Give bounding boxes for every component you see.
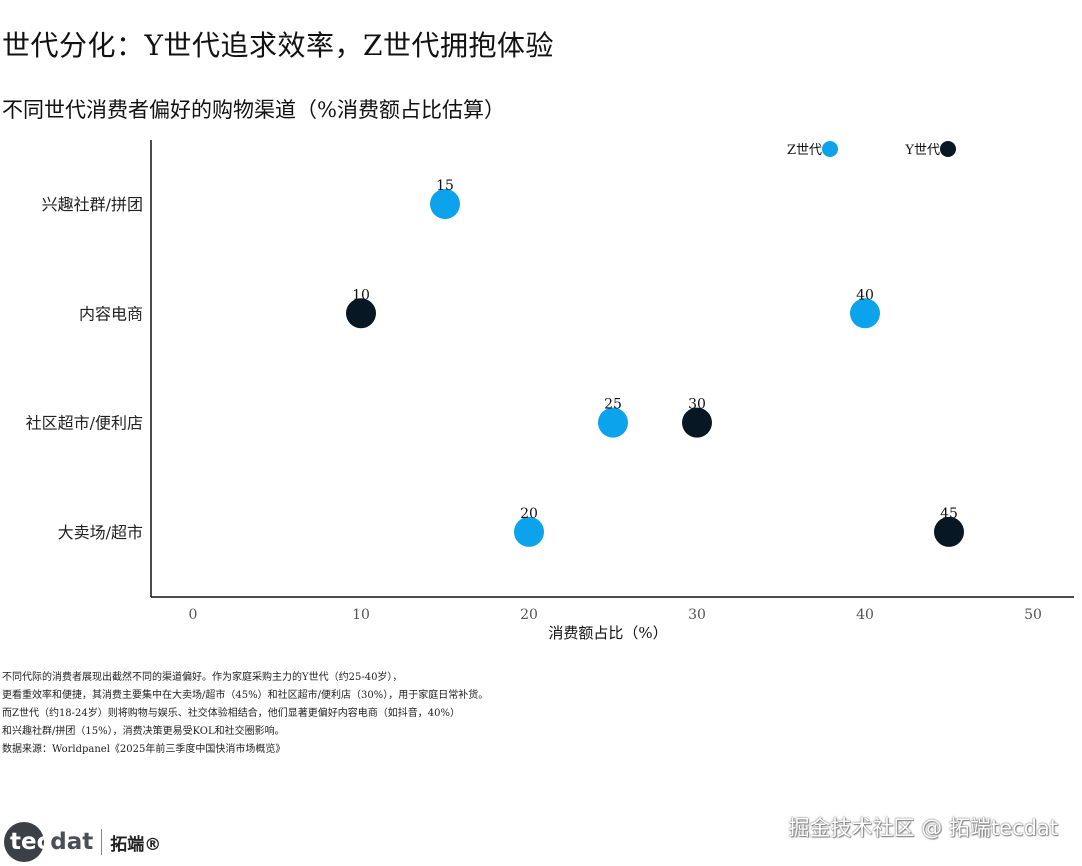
note-line: 和兴趣社群/拼团（15%），消费决策更易受KOL和社交圈影响。 bbox=[2, 726, 285, 737]
y-category-label: 社区超市/便利店 bbox=[26, 414, 143, 433]
logo-circle bbox=[4, 822, 44, 862]
y-category-label: 大卖场/超市 bbox=[58, 523, 143, 542]
data-point bbox=[514, 516, 544, 547]
data-label: 10 bbox=[352, 287, 370, 303]
data-source: 数据来源：Worldpanel《2025年前三季度中国快消市场概览》 bbox=[2, 744, 286, 755]
x-tick-label: 50 bbox=[1024, 607, 1042, 623]
logo-divider bbox=[101, 829, 103, 855]
dot-plot-chart: 0 10 20 30 40 50 消费额占比（%） 兴趣社群/拼团内容电商社区超市/便利店大卖… bbox=[26, 140, 1074, 642]
logo-cn: 拓端® bbox=[110, 834, 162, 855]
y-category-label: 兴趣社群/拼团 bbox=[42, 195, 143, 214]
y-category-label: 内容电商 bbox=[79, 304, 143, 323]
note-line: 不同代际的消费者展现出截然不同的渠道偏好。作为家庭采购主力的Y世代（约25-40… bbox=[2, 672, 403, 683]
legend-marker bbox=[822, 141, 838, 157]
x-tick-label: 10 bbox=[352, 607, 370, 623]
data-point bbox=[682, 407, 712, 438]
tecdat-logo: tecdat 拓端® bbox=[4, 820, 161, 864]
x-tick-label: 0 bbox=[189, 607, 198, 623]
data-point bbox=[346, 298, 376, 329]
chart-notes: 不同代际的消费者展现出截然不同的渠道偏好。作为家庭采购主力的Y世代（约25-40… bbox=[2, 669, 488, 759]
logo-word: tecdat bbox=[10, 829, 93, 855]
data-label: 40 bbox=[856, 287, 874, 303]
x-tick-label: 40 bbox=[856, 607, 874, 623]
data-label: 30 bbox=[688, 397, 706, 413]
legend-marker bbox=[940, 141, 956, 157]
data-label: 20 bbox=[520, 506, 538, 522]
x-tick-label: 30 bbox=[688, 607, 706, 623]
chart-title: 不同世代消费者偏好的购物渠道（%消费额占比估算） bbox=[2, 98, 505, 122]
watermark: 掘金技术社区 @ 拓端tecdat bbox=[788, 816, 1058, 840]
x-axis-label: 消费额占比（%） bbox=[548, 624, 667, 642]
data-label: 45 bbox=[940, 506, 958, 522]
x-tick-label: 20 bbox=[520, 607, 538, 623]
data-point bbox=[430, 189, 460, 219]
data-point bbox=[934, 516, 964, 547]
logo-word-a: tec bbox=[10, 829, 51, 855]
data-point bbox=[850, 298, 880, 329]
data-point bbox=[598, 407, 628, 438]
note-line: 而Z世代（约18-24岁）则将购物与娱乐、社交体验相结合，他们显著更偏好内容电商… bbox=[2, 708, 461, 719]
data-label: 25 bbox=[604, 397, 622, 413]
page-title: 世代分化：Y世代追求效率，Z世代拥抱体验 bbox=[2, 29, 554, 62]
legend-label: Y世代 bbox=[904, 143, 940, 158]
note-line: 更看重效率和便捷，其消费主要集中在大卖场/超市（45%）和社区超市/便利店（30… bbox=[2, 690, 489, 701]
legend-label: Z世代 bbox=[787, 143, 822, 158]
logo-word-b: dat bbox=[50, 829, 94, 855]
data-label: 15 bbox=[436, 178, 454, 194]
